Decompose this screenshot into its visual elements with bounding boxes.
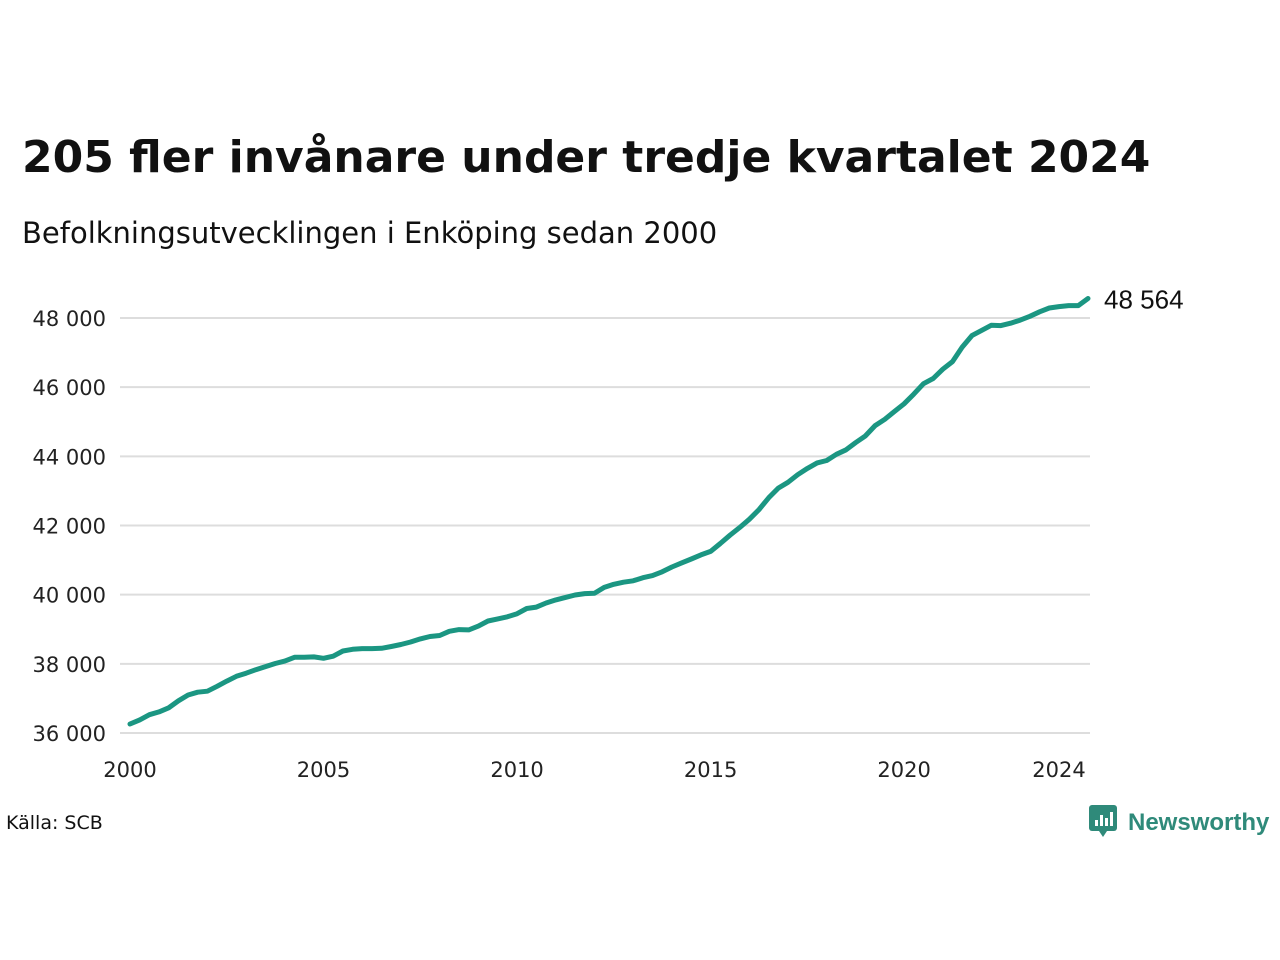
y-tick-label: 36 000 [33, 722, 106, 746]
x-tick-label: 2000 [103, 758, 156, 782]
x-axis-labels: 2000 2005 2010 2015 2020 2024 [103, 758, 1085, 782]
y-tick-label: 40 000 [33, 584, 106, 608]
x-tick-label: 2010 [490, 758, 543, 782]
x-tick-label: 2005 [297, 758, 350, 782]
end-value-label: 48 564 [1104, 284, 1184, 314]
source-note: Källa: SCB [6, 812, 103, 834]
x-tick-label: 2020 [877, 758, 930, 782]
brand-logo[interactable]: Newsworthy [1088, 804, 1269, 842]
y-axis-labels: 36 000 38 000 40 000 42 000 44 000 46 000 48 0… [33, 307, 106, 746]
x-tick-label: 2024 [1032, 758, 1085, 782]
y-tick-label: 46 000 [33, 376, 106, 400]
y-tick-label: 42 000 [33, 515, 106, 539]
newsworthy-logo-icon [1088, 804, 1118, 842]
series-line [127, 296, 1091, 727]
brand-name: Newsworthy [1128, 809, 1270, 836]
y-tick-label: 48 000 [33, 307, 106, 331]
y-tick-label: 38 000 [33, 653, 106, 677]
grid-lines [120, 317, 1090, 734]
chart-subtitle: Befolkningsutvecklingen i Enköping sedan… [22, 216, 718, 250]
x-tick-label: 2015 [684, 758, 737, 782]
y-tick-label: 44 000 [33, 445, 106, 469]
series-layer: 48 564 [127, 284, 1184, 727]
chart-title: 205 fler invånare under tredje kvartalet… [22, 132, 1151, 183]
